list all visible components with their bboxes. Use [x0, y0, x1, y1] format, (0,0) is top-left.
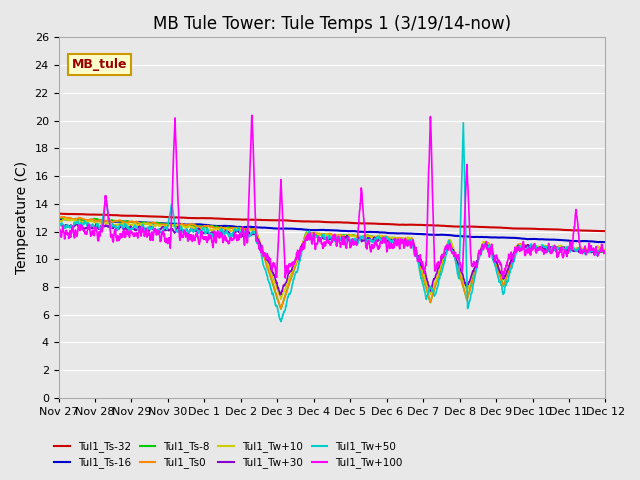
Tul1_Tw+30	[360, 237, 368, 243]
Tul1_Ts-16	[554, 237, 561, 243]
Tul1_Ts-8	[277, 306, 285, 312]
Tul1_Ts-32	[55, 211, 63, 216]
Legend: Tul1_Ts-32, Tul1_Ts-16, Tul1_Ts-8, Tul1_Ts0, Tul1_Tw+10, Tul1_Tw+30, Tul1_Tw+50,: Tul1_Ts-32, Tul1_Ts-16, Tul1_Ts-8, Tul1_…	[50, 437, 407, 472]
Tul1_Ts-8	[348, 232, 356, 238]
Tul1_Ts-32	[491, 225, 499, 230]
Tul1_Tw+30	[54, 221, 62, 227]
Tul1_Tw+10	[360, 235, 368, 240]
Tul1_Tw+50	[460, 120, 467, 126]
Tul1_Tw+10	[207, 227, 215, 233]
Tul1_Tw+100	[248, 112, 255, 118]
Tul1_Ts-16	[602, 240, 609, 245]
Line: Tul1_Tw+30: Tul1_Tw+30	[58, 224, 605, 295]
Tul1_Ts-32	[602, 228, 609, 234]
Tul1_Ts-8	[55, 215, 63, 220]
Tul1_Tw+50	[277, 319, 285, 324]
Tul1_Tw+50	[348, 239, 356, 244]
Tul1_Tw+10	[54, 218, 62, 224]
Tul1_Ts-16	[207, 223, 215, 228]
Tul1_Tw+30	[492, 257, 499, 263]
Tul1_Ts0	[492, 260, 499, 265]
Tul1_Ts-32	[54, 211, 62, 216]
Tul1_Tw+100	[282, 275, 289, 281]
Line: Tul1_Ts-16: Tul1_Ts-16	[58, 219, 605, 242]
Tul1_Tw+10	[61, 216, 68, 222]
Tul1_Tw+50	[207, 230, 215, 236]
Tul1_Ts-16	[491, 235, 499, 240]
Tul1_Tw+100	[348, 239, 356, 245]
Tul1_Tw+30	[348, 239, 356, 244]
Text: MB_tule: MB_tule	[72, 58, 128, 71]
Tul1_Tw+100	[602, 249, 609, 254]
Line: Tul1_Tw+50: Tul1_Tw+50	[58, 123, 605, 322]
Tul1_Tw+100	[554, 254, 561, 260]
Line: Tul1_Ts0: Tul1_Ts0	[58, 217, 605, 309]
Tul1_Ts0	[60, 214, 67, 220]
Tul1_Tw+10	[492, 257, 499, 263]
Tul1_Ts-16	[348, 228, 356, 234]
Tul1_Ts-8	[492, 259, 499, 264]
Tul1_Tw+100	[492, 255, 499, 261]
Tul1_Tw+10	[554, 244, 561, 250]
Tul1_Ts-16	[360, 229, 367, 235]
Tul1_Tw+30	[276, 292, 284, 298]
Tul1_Ts-32	[554, 227, 561, 232]
Tul1_Tw+50	[602, 249, 609, 255]
Tul1_Ts-16	[569, 238, 577, 244]
Tul1_Tw+50	[54, 221, 62, 227]
Tul1_Ts-8	[554, 245, 561, 251]
Tul1_Ts0	[207, 224, 215, 230]
Y-axis label: Temperature (C): Temperature (C)	[15, 161, 29, 274]
Line: Tul1_Ts-8: Tul1_Ts-8	[58, 217, 605, 309]
Tul1_Tw+100	[569, 241, 577, 247]
Tul1_Ts-32	[207, 216, 215, 221]
Tul1_Tw+30	[72, 221, 80, 227]
Tul1_Ts0	[569, 246, 577, 252]
Tul1_Ts-8	[207, 223, 215, 228]
Tul1_Ts0	[602, 248, 609, 254]
Tul1_Ts0	[277, 306, 285, 312]
Tul1_Ts-16	[55, 216, 63, 222]
Tul1_Tw+100	[207, 233, 215, 239]
Tul1_Tw+10	[277, 297, 285, 302]
Tul1_Ts-8	[602, 249, 609, 254]
Tul1_Ts0	[348, 233, 356, 239]
Tul1_Ts-16	[54, 216, 62, 222]
Tul1_Ts-32	[360, 220, 367, 226]
Tul1_Tw+30	[602, 249, 609, 255]
Tul1_Tw+10	[569, 245, 577, 251]
Tul1_Tw+30	[569, 248, 577, 253]
Tul1_Ts-32	[348, 220, 356, 226]
Tul1_Tw+50	[554, 244, 561, 250]
Line: Tul1_Tw+10: Tul1_Tw+10	[58, 219, 605, 300]
Tul1_Ts-16	[601, 240, 609, 245]
Tul1_Tw+50	[492, 264, 499, 269]
Title: MB Tule Tower: Tule Temps 1 (3/19/14-now): MB Tule Tower: Tule Temps 1 (3/19/14-now…	[153, 15, 511, 33]
Tul1_Tw+30	[207, 230, 215, 236]
Tul1_Ts-8	[569, 247, 577, 252]
Line: Tul1_Ts-32: Tul1_Ts-32	[58, 214, 605, 231]
Tul1_Tw+30	[554, 245, 561, 251]
Tul1_Tw+50	[360, 234, 367, 240]
Tul1_Ts-8	[360, 234, 368, 240]
Tul1_Tw+100	[360, 219, 368, 225]
Tul1_Ts0	[554, 245, 561, 251]
Tul1_Ts-8	[54, 215, 62, 220]
Tul1_Tw+100	[54, 229, 62, 235]
Tul1_Tw+50	[569, 244, 577, 250]
Tul1_Ts-32	[569, 228, 577, 233]
Line: Tul1_Tw+100: Tul1_Tw+100	[58, 115, 605, 278]
Tul1_Tw+10	[602, 247, 609, 252]
Tul1_Ts0	[360, 234, 368, 240]
Tul1_Tw+10	[348, 232, 356, 238]
Tul1_Ts0	[54, 215, 62, 220]
